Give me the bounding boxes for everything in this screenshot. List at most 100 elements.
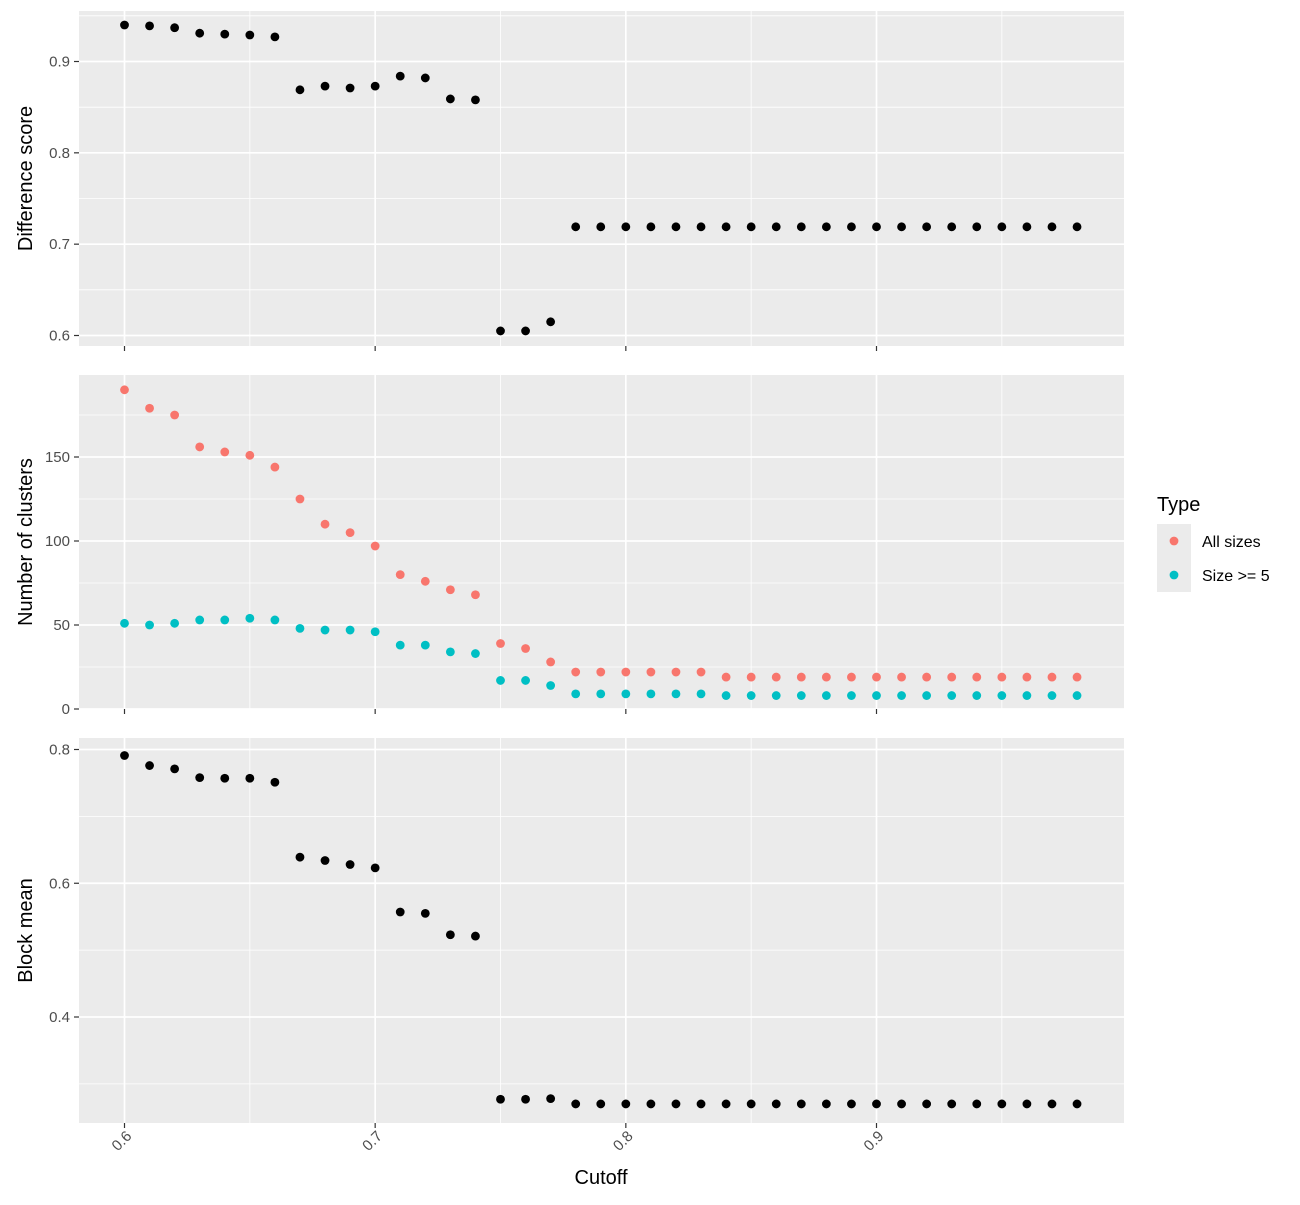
data-point <box>170 764 180 774</box>
data-point <box>596 689 606 699</box>
x-tick-label: 0.6 <box>109 1128 136 1155</box>
data-point <box>746 672 756 682</box>
data-point <box>721 691 731 700</box>
data-point <box>897 1099 906 1109</box>
data-point <box>145 761 154 770</box>
data-point <box>696 1099 706 1109</box>
data-point <box>796 691 806 700</box>
data-point <box>270 32 280 42</box>
y-tick-label: 150 <box>45 449 70 466</box>
data-point <box>420 908 430 918</box>
legend-key-point <box>1169 536 1179 546</box>
data-point <box>821 222 831 232</box>
data-point <box>471 95 480 105</box>
data-point <box>821 1099 831 1109</box>
data-point <box>646 667 656 677</box>
data-point <box>1072 222 1082 232</box>
data-point <box>671 667 681 677</box>
data-point <box>521 676 530 685</box>
series-2-2 <box>120 613 1082 700</box>
legend-title: Type <box>1157 494 1200 516</box>
data-point <box>496 639 505 648</box>
data-point <box>847 672 856 682</box>
x-tick-label: 0.9 <box>861 1128 888 1155</box>
data-point <box>922 1099 932 1109</box>
data-point <box>897 222 906 232</box>
data-point <box>947 222 957 232</box>
data-point <box>922 672 932 682</box>
data-point <box>445 647 455 657</box>
data-point <box>471 590 480 600</box>
data-point <box>370 541 380 551</box>
data-point <box>345 528 355 537</box>
data-point <box>1047 1099 1057 1109</box>
data-point <box>345 625 355 635</box>
data-point <box>1047 691 1057 700</box>
data-point <box>771 222 781 232</box>
data-point <box>997 1099 1007 1109</box>
data-point <box>646 1099 656 1109</box>
panel-background <box>79 738 1124 1123</box>
data-point <box>696 667 706 677</box>
data-point <box>245 613 255 623</box>
data-point <box>947 1099 957 1109</box>
y-axis-title: Difference score <box>15 106 37 251</box>
data-point <box>646 689 656 699</box>
data-point <box>872 672 881 682</box>
data-point <box>947 691 957 700</box>
data-point <box>395 640 405 650</box>
data-point <box>445 585 455 595</box>
data-point <box>546 1094 556 1103</box>
data-point <box>847 1099 856 1109</box>
data-point <box>997 691 1007 700</box>
panel-1: 0.6 0.7 0.8 0.9 Difference score <box>15 11 1124 351</box>
data-point <box>1022 1099 1032 1109</box>
data-point <box>571 667 581 677</box>
data-point <box>195 615 205 625</box>
data-point <box>270 777 280 787</box>
data-point <box>370 81 380 91</box>
y-tick-label: 0.7 <box>49 236 70 253</box>
data-point <box>596 222 606 232</box>
data-point <box>796 222 806 232</box>
data-point <box>721 1099 731 1109</box>
y-axis-title: Block mean <box>15 878 37 983</box>
data-point <box>195 28 205 38</box>
data-point <box>295 494 305 504</box>
data-point <box>295 85 305 95</box>
data-point <box>295 623 305 633</box>
data-point <box>195 442 205 452</box>
data-point <box>847 691 856 700</box>
data-point <box>1047 222 1057 232</box>
data-point <box>1072 691 1082 700</box>
data-point <box>170 618 180 628</box>
y-tick-label: 0.6 <box>49 328 70 345</box>
y-tick-label: 0.9 <box>49 54 70 71</box>
data-point <box>972 1099 982 1109</box>
data-point <box>922 222 932 232</box>
data-point <box>847 222 856 232</box>
data-point <box>571 689 581 699</box>
data-point <box>571 222 581 232</box>
data-point <box>1022 672 1032 682</box>
data-point <box>145 403 154 413</box>
data-point <box>872 222 881 232</box>
data-point <box>395 570 405 579</box>
data-point <box>120 618 129 628</box>
x-tick-label: 0.7 <box>359 1128 386 1155</box>
data-point <box>120 751 129 760</box>
y-tick-label: 100 <box>45 533 70 550</box>
y-tick-label: 0.8 <box>49 742 70 759</box>
series-1-1 <box>120 20 1082 336</box>
data-point <box>170 410 180 420</box>
data-point <box>195 773 205 782</box>
data-point <box>370 863 380 873</box>
data-point <box>170 23 180 33</box>
data-point <box>395 71 405 81</box>
data-point <box>696 222 706 232</box>
y-tick-label: 0 <box>62 701 70 718</box>
data-point <box>546 317 556 327</box>
data-point <box>1022 691 1032 700</box>
data-point <box>471 931 480 941</box>
data-point <box>320 81 330 91</box>
